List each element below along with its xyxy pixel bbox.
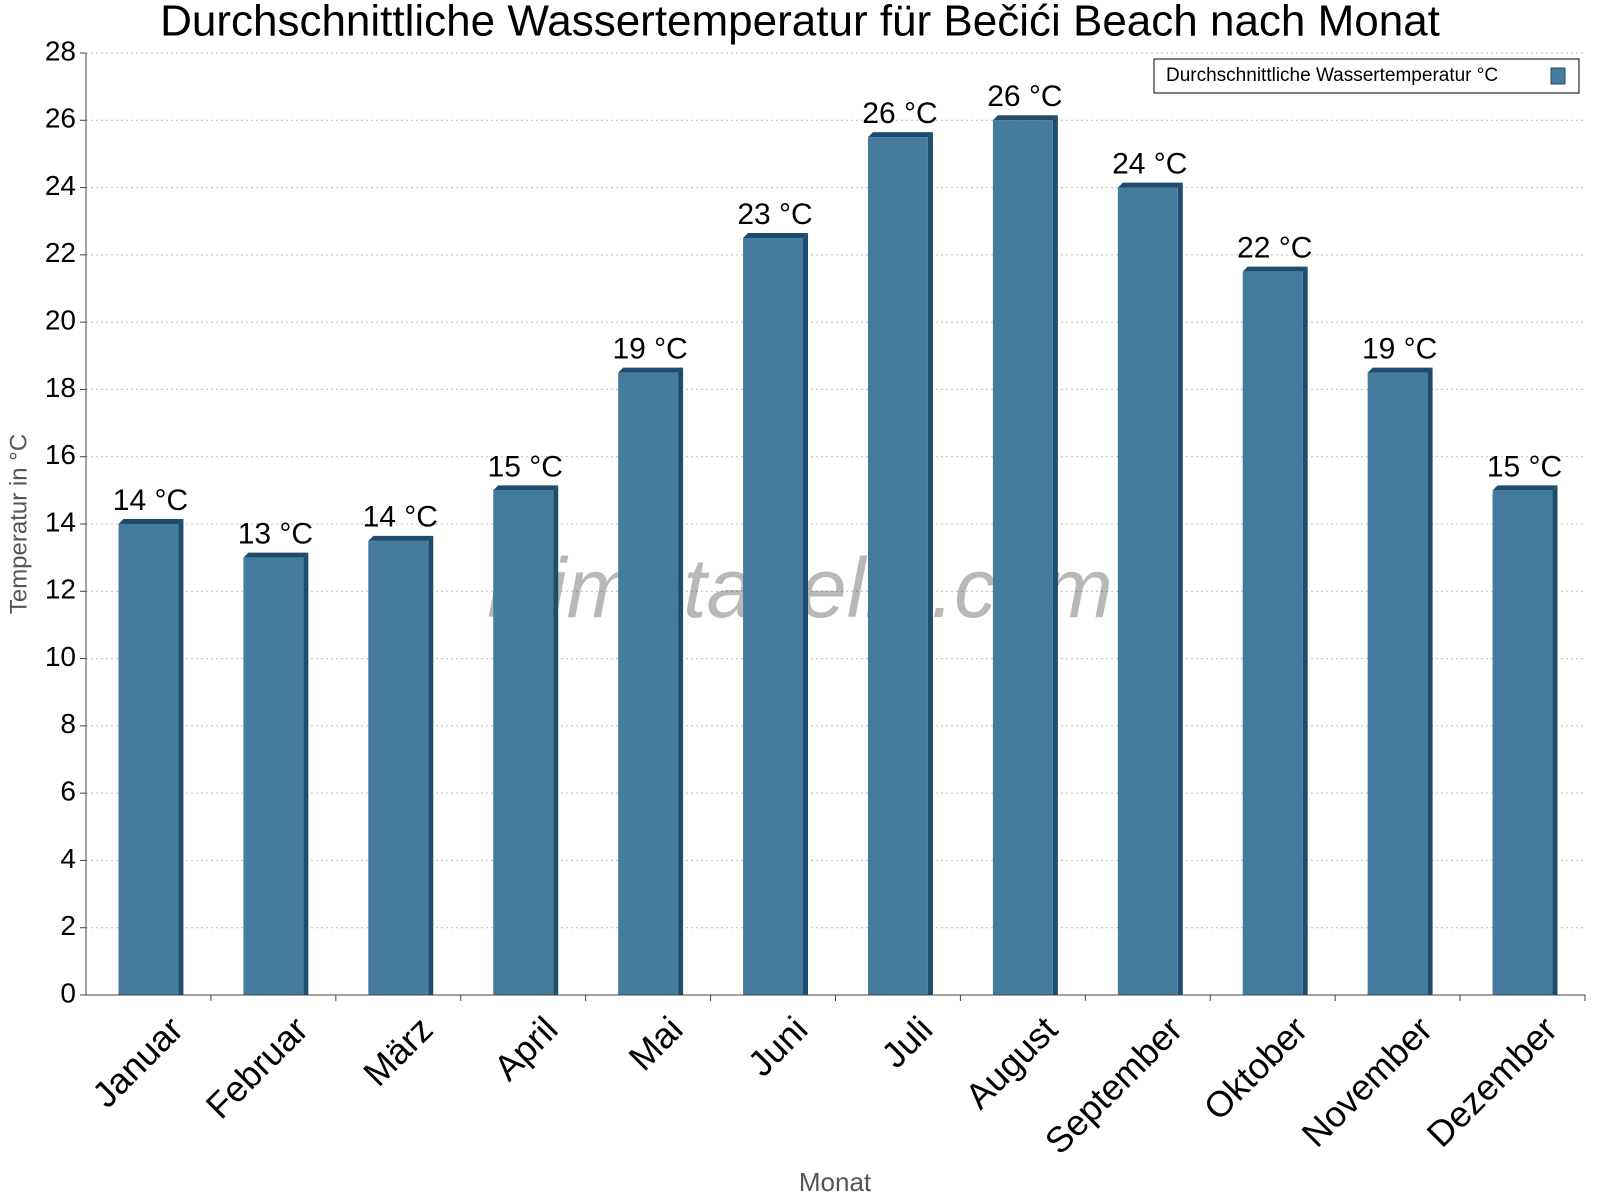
bar-top: [618, 367, 684, 373]
bar-side: [303, 552, 309, 995]
bar: [1492, 490, 1553, 995]
bar-top: [743, 233, 809, 239]
bar-group: [118, 519, 184, 995]
bar-side: [178, 519, 184, 995]
y-tick-label: 6: [60, 776, 76, 807]
y-tick-label: 14: [45, 506, 76, 537]
data-label: 13 °C: [238, 518, 313, 551]
bar-side: [678, 367, 684, 995]
y-tick-label: 20: [45, 305, 76, 336]
bar-side: [803, 233, 809, 996]
chart-title: Durchschnittliche Wassertemperatur für B…: [160, 0, 1440, 46]
bar: [493, 490, 554, 995]
data-label: 19 °C: [1362, 333, 1437, 366]
data-label: 14 °C: [363, 501, 438, 534]
bar-top: [368, 535, 434, 541]
data-label: 19 °C: [612, 333, 687, 366]
legend-swatch: [1550, 67, 1566, 85]
bar-side: [927, 132, 933, 995]
y-tick-label: 22: [45, 237, 76, 268]
bar-side: [1427, 367, 1433, 995]
bar-side: [1052, 115, 1058, 996]
bar: [867, 137, 928, 995]
bar-group: [743, 233, 809, 996]
bar-group: [243, 552, 309, 995]
data-label: 26 °C: [987, 80, 1062, 113]
bar-top: [493, 485, 559, 491]
bar-group: [618, 367, 684, 995]
bar-group: [1367, 367, 1433, 995]
y-tick-label: 8: [60, 708, 76, 739]
data-label: 14 °C: [113, 484, 188, 517]
bar-top: [1492, 485, 1558, 491]
legend-label: Durchschnittliche Wassertemperatur °C: [1166, 65, 1498, 86]
y-tick-label: 4: [60, 843, 76, 874]
bar-group: [992, 115, 1058, 996]
data-label: 15 °C: [488, 450, 563, 483]
legend-box: [1153, 58, 1580, 94]
bar: [992, 120, 1053, 996]
bar: [118, 524, 179, 995]
bar-group: [1117, 182, 1183, 996]
y-axis-title: Temperatur in °C: [5, 434, 32, 614]
y-tick-label: 10: [45, 641, 76, 672]
y-tick-label: 12: [45, 574, 76, 605]
bar-group: [1492, 485, 1558, 995]
bar: [243, 557, 304, 995]
bar-top: [1242, 266, 1308, 272]
bar-side: [1177, 182, 1183, 996]
y-tick-label: 18: [45, 372, 76, 403]
bar-top: [992, 115, 1058, 121]
bar-top: [243, 552, 309, 558]
bar-side: [1552, 485, 1558, 995]
bar-side: [1302, 266, 1308, 995]
bar-top: [1117, 182, 1183, 188]
y-tick-label: 28: [45, 35, 76, 66]
data-label: 15 °C: [1487, 450, 1562, 483]
y-tick-label: 26: [45, 103, 76, 134]
bar-group: [1242, 266, 1308, 995]
bar-group: [493, 485, 559, 995]
y-tick-label: 16: [45, 439, 76, 470]
data-label: 22 °C: [1237, 232, 1312, 265]
bar: [1117, 187, 1178, 996]
bar: [1367, 372, 1428, 995]
bar-top: [118, 519, 184, 524]
bar-side: [553, 485, 559, 995]
bar: [1242, 271, 1303, 995]
bar-top: [867, 132, 933, 138]
data-label: 26 °C: [862, 97, 937, 130]
bar: [618, 372, 679, 995]
y-tick-label: 2: [60, 910, 76, 941]
bar: [743, 238, 804, 996]
bar-side: [428, 535, 434, 995]
x-axis-title: Monat: [799, 1167, 872, 1197]
bar-top: [1367, 367, 1433, 373]
y-tick-label: 0: [60, 977, 76, 1008]
bar-group: [867, 132, 933, 995]
data-label: 23 °C: [737, 198, 812, 231]
y-tick-label: 24: [45, 170, 76, 201]
bar: [368, 540, 429, 995]
data-label: 24 °C: [1112, 147, 1187, 180]
bar-group: [368, 535, 434, 995]
